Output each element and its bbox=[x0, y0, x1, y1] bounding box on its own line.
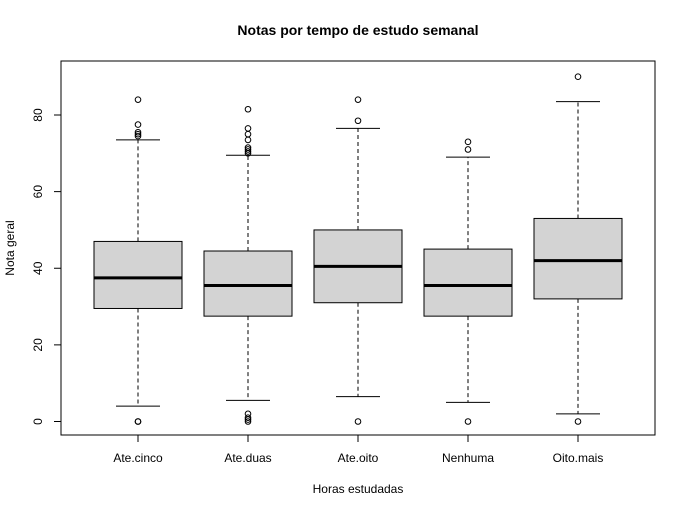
outlier-point bbox=[354, 117, 362, 125]
boxes-layer bbox=[93, 73, 623, 425]
iqr-box bbox=[203, 250, 293, 317]
box-ate-oito bbox=[313, 96, 403, 425]
outlier-point bbox=[354, 96, 362, 103]
outlier-point bbox=[244, 418, 252, 425]
outlier-point bbox=[244, 146, 252, 153]
outlier-point bbox=[244, 148, 252, 155]
outlier-point bbox=[244, 105, 252, 113]
outlier-point bbox=[574, 418, 582, 425]
outlier-point bbox=[244, 136, 252, 144]
outlier-point bbox=[354, 418, 362, 425]
y-tick-label: 40 bbox=[31, 261, 45, 275]
outlier-point bbox=[244, 414, 252, 421]
y-tick-label: 80 bbox=[31, 108, 45, 122]
iqr-box bbox=[93, 240, 183, 309]
y-axis-label: Nota geral bbox=[3, 220, 17, 275]
outlier-point bbox=[464, 138, 472, 146]
y-tick-label: 0 bbox=[31, 418, 45, 425]
outlier-point bbox=[244, 144, 252, 151]
y-axis: 0 20 40 60 80 bbox=[31, 108, 62, 425]
outlier-point bbox=[134, 128, 142, 136]
box-ate-cinco bbox=[93, 96, 183, 425]
chart-title: Notas por tempo de estudo semanal bbox=[237, 22, 478, 38]
outlier-point bbox=[574, 73, 582, 80]
y-tick-label: 60 bbox=[31, 185, 45, 199]
outlier-point bbox=[134, 132, 142, 140]
x-tick-label: Nenhuma bbox=[442, 451, 494, 465]
box-nenhuma bbox=[423, 138, 513, 425]
outlier-point bbox=[134, 130, 142, 138]
outlier-point bbox=[244, 410, 252, 418]
outlier-point bbox=[244, 125, 252, 132]
outlier-point bbox=[244, 130, 252, 138]
x-axis-label: Horas estudadas bbox=[313, 482, 404, 496]
x-tick-label: Ate.duas bbox=[224, 451, 271, 465]
box-oito-mais bbox=[533, 73, 623, 425]
outlier-point bbox=[464, 418, 472, 425]
y-tick-label: 20 bbox=[31, 338, 45, 352]
x-axis: Ate.cinco Ate.duas Ate.oito Nenhuma Oito.mai… bbox=[113, 434, 604, 465]
iqr-box bbox=[423, 248, 513, 317]
outlier-point bbox=[134, 96, 142, 103]
x-tick-label: Ate.oito bbox=[338, 451, 379, 465]
box-ate-duas bbox=[203, 105, 293, 425]
x-tick-label: Oito.mais bbox=[553, 451, 604, 465]
outlier-point bbox=[464, 146, 472, 153]
iqr-box bbox=[533, 217, 623, 300]
x-tick-label: Ate.cinco bbox=[113, 451, 163, 465]
outlier-point bbox=[134, 121, 142, 128]
outlier-point bbox=[134, 418, 142, 425]
